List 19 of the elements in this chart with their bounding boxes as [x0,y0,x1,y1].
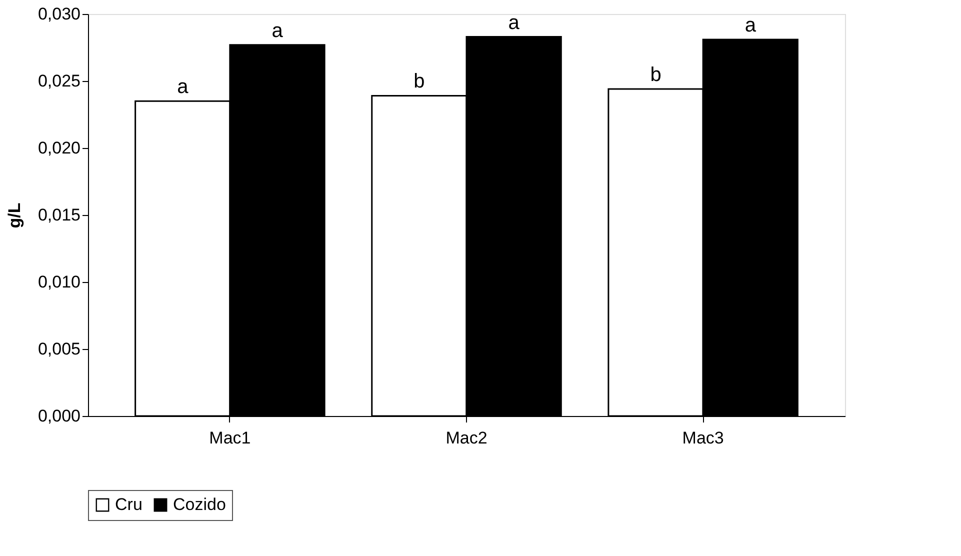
data-label: a [744,14,757,36]
legend-label: Cozido [173,494,226,514]
y-tick-label: 0,030 [38,4,80,24]
y-axis-title: g/L [4,202,24,228]
y-tick-label: 0,015 [38,206,80,224]
y-tick-label: 0,020 [38,138,80,158]
y-tick-label: 0,025 [38,72,80,90]
y-tick-label: 0,005 [38,340,80,358]
data-label: b [414,70,425,93]
data-label: b [650,64,662,86]
x-tick-label: Mac3 [682,428,724,448]
y-tick-label: 0,000 [38,406,80,426]
x-tick-label: Mac2 [446,428,488,448]
x-tick-label: Mac1 [209,428,251,448]
data-label: a [508,12,520,34]
data-label: a [177,76,190,98]
legend-label: Cru [115,494,142,514]
data-label: a [272,20,284,42]
y-tick-label: 0,010 [38,272,80,292]
